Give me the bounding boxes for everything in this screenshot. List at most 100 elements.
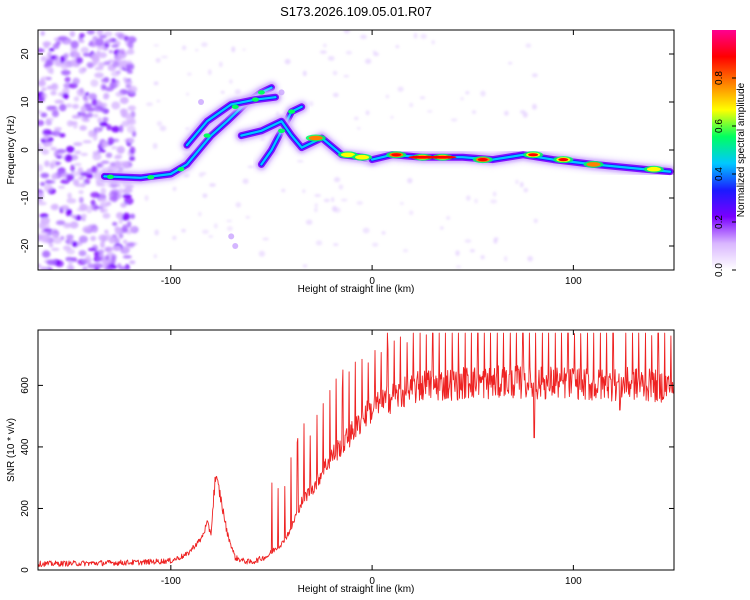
noise-blob xyxy=(103,77,110,83)
ridge-spot xyxy=(251,97,259,102)
noise-blob xyxy=(356,201,363,205)
noise-blob xyxy=(111,61,120,68)
colorbar-tick-label: 0.4 xyxy=(714,167,725,181)
x-tick-label: 100 xyxy=(565,576,582,587)
noise-blob xyxy=(40,216,51,225)
noise-blob xyxy=(60,69,71,76)
noise-blob xyxy=(38,119,45,127)
noise-blob xyxy=(85,254,91,261)
noise-blob xyxy=(45,58,54,67)
noise-blob xyxy=(102,212,111,219)
noise-blob xyxy=(420,33,427,39)
noise-blob xyxy=(86,62,94,69)
noise-blob xyxy=(91,165,98,174)
noise-blob xyxy=(118,48,126,54)
noise-blob xyxy=(413,32,418,39)
noise-blob xyxy=(117,33,127,40)
noise-blob xyxy=(129,260,136,265)
noise-blob xyxy=(107,137,115,146)
noise-blob xyxy=(333,177,341,183)
noise-blob xyxy=(48,47,55,52)
noise-blob xyxy=(124,80,133,85)
noise-blob xyxy=(114,160,121,165)
noise-blob xyxy=(226,219,233,223)
snr-panel: -100 0 100 0 200 400 600 Height of straight li… xyxy=(6,329,675,595)
noise-blob xyxy=(187,72,192,76)
noise-blob xyxy=(119,187,124,195)
x-tick-label: 0 xyxy=(369,576,375,587)
noise-blob xyxy=(82,266,88,270)
noise-blob xyxy=(323,43,327,48)
hot-spot-peak xyxy=(558,158,569,162)
noise-blob xyxy=(122,77,128,82)
noise-blob xyxy=(111,145,118,150)
ridge-spot xyxy=(177,167,185,172)
noise-blob xyxy=(532,103,537,110)
noise-blob xyxy=(46,259,57,266)
noise-blob xyxy=(70,40,79,49)
noise-blob xyxy=(40,172,50,179)
noise-blob xyxy=(343,75,350,78)
noise-blob xyxy=(50,55,57,60)
noise-blob xyxy=(51,130,61,137)
noise-blob xyxy=(504,255,508,262)
noise-blob xyxy=(39,234,50,241)
noise-blob xyxy=(82,52,92,57)
noise-blob xyxy=(90,235,97,242)
y-tick-label: -20 xyxy=(20,238,31,253)
noise-blob xyxy=(116,145,125,154)
noise-blob xyxy=(53,127,62,131)
y-tick-label: 400 xyxy=(20,438,31,455)
noise-blob xyxy=(450,118,458,122)
noise-blob xyxy=(127,105,136,111)
hot-spot-core xyxy=(340,152,355,158)
noise-blob xyxy=(242,48,246,51)
noise-blob xyxy=(104,229,109,235)
noise-blob xyxy=(81,217,86,222)
x-tick-label: 100 xyxy=(565,276,582,287)
noise-blob xyxy=(471,110,477,114)
noise-blob xyxy=(118,218,123,224)
noise-blob xyxy=(111,79,119,83)
noise-blob xyxy=(100,142,108,149)
noise-blob xyxy=(333,243,339,246)
noise-blob xyxy=(247,165,255,169)
figure-title: S173.2026.109.05.01.R07 xyxy=(280,4,432,19)
noise-blob xyxy=(80,152,89,156)
noise-blob xyxy=(474,198,478,204)
noise-blob xyxy=(91,98,98,107)
noise-blob xyxy=(229,79,233,84)
noise-blob xyxy=(102,116,109,123)
hot-spot-core xyxy=(308,135,323,141)
hot-spot-peak xyxy=(391,153,402,157)
noise-blob xyxy=(40,181,46,187)
noise-blob xyxy=(362,227,370,234)
noise-blob xyxy=(111,101,121,110)
noise-blob xyxy=(81,213,87,219)
noise-speckle xyxy=(38,30,538,270)
noise-blob xyxy=(186,92,190,96)
noise-blob xyxy=(64,155,73,163)
y-tick-label: 0 xyxy=(20,147,31,153)
noise-blob xyxy=(39,213,49,219)
ridge-spot xyxy=(203,133,211,138)
noise-blob xyxy=(343,30,351,34)
noise-blob xyxy=(419,96,426,100)
noise-blob xyxy=(172,186,177,191)
noise-blob xyxy=(85,205,93,214)
noise-blob xyxy=(104,246,114,252)
noise-blob xyxy=(181,228,186,233)
noise-blob xyxy=(52,236,63,244)
noise-blob xyxy=(281,188,286,193)
noise-blob xyxy=(466,195,471,201)
noise-blob xyxy=(97,256,103,262)
hot-spot-peak xyxy=(428,155,457,159)
noise-blob xyxy=(55,220,66,226)
noise-blob xyxy=(114,154,123,159)
noise-blob xyxy=(79,203,88,212)
noise-blob xyxy=(96,105,102,110)
noise-blob xyxy=(116,212,124,220)
spectrogram-xlabel: Height of straight line (km) xyxy=(298,284,415,295)
noise-blob xyxy=(357,127,361,130)
